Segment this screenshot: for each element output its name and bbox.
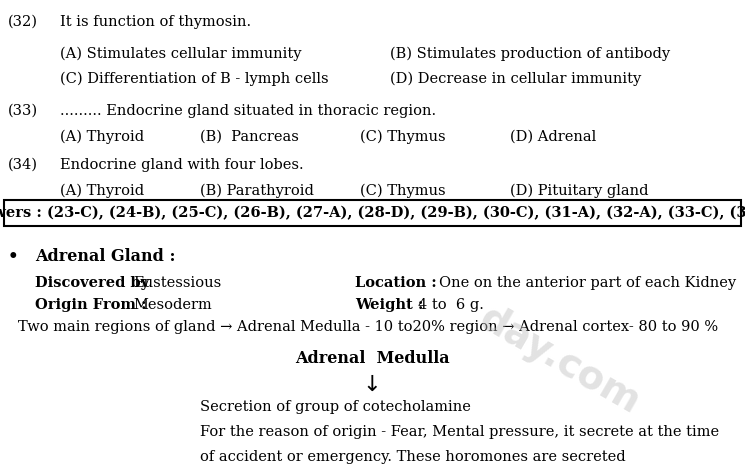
Text: Two main regions of gland → Adrenal Medulla - 10 to20% region → Adrenal cortex- : Two main regions of gland → Adrenal Medu… [18,320,718,334]
Text: (D) Decrease in cellular immunity: (D) Decrease in cellular immunity [390,72,641,86]
Text: •: • [8,248,19,265]
Bar [4,200,741,226]
Text: (B) Parathyroid: (B) Parathyroid [200,184,314,198]
Text: Mesoderm: Mesoderm [133,298,212,312]
Text: (B)  Pancreas: (B) Pancreas [200,130,299,144]
Text: (C) Thymus: (C) Thymus [360,184,446,198]
Text: day.com: day.com [473,299,647,422]
Text: It is function of thymosin.: It is function of thymosin. [60,15,251,29]
Text: Eustessious: Eustessious [133,276,221,290]
Text: Origin From :: Origin From : [35,298,152,312]
Text: (C) Differentiation of B - lymph cells: (C) Differentiation of B - lymph cells [60,72,329,86]
Text: ↓: ↓ [363,375,381,395]
Text: Endocrine gland with four lobes.: Endocrine gland with four lobes. [60,158,304,172]
Text: Location :: Location : [355,276,447,290]
Text: (A) Thyroid: (A) Thyroid [60,184,144,198]
Text: (D) Pituitary gland: (D) Pituitary gland [510,184,648,198]
Text: (33): (33) [8,104,38,118]
Text: Adrenal  Medulla: Adrenal Medulla [295,350,449,367]
Text: Secretion of group of cotecholamine: Secretion of group of cotecholamine [200,400,471,414]
Text: (D) Adrenal: (D) Adrenal [510,130,596,144]
Text: Adrenal Gland :: Adrenal Gland : [35,248,176,265]
Text: (A) Thyroid: (A) Thyroid [60,130,144,145]
Text: Discovered by: Discovered by [35,276,154,290]
Text: (C) Thymus: (C) Thymus [360,130,446,145]
Text: (B) Stimulates production of antibody: (B) Stimulates production of antibody [390,47,670,61]
Text: One on the anterior part of each Kidney: One on the anterior part of each Kidney [439,276,736,290]
Text: ......... Endocrine gland situated in thoracic region.: ......... Endocrine gland situated in th… [60,104,436,118]
Text: Weight :: Weight : [355,298,428,312]
Text: (32): (32) [8,15,38,29]
Text: Answers : (23-C), (24-B), (25-C), (26-B), (27-A), (28-D), (29-B), (30-C), (31-A): Answers : (23-C), (24-B), (25-C), (26-B)… [0,206,745,220]
Text: 4 to  6 g.: 4 to 6 g. [418,298,484,312]
Text: For the reason of origin - Fear, Mental pressure, it secrete at the time: For the reason of origin - Fear, Mental … [200,425,719,439]
Text: of accident or emergency. These horomones are secreted: of accident or emergency. These horomone… [200,450,626,464]
Text: (34): (34) [8,158,38,172]
Text: (A) Stimulates cellular immunity: (A) Stimulates cellular immunity [60,47,302,61]
